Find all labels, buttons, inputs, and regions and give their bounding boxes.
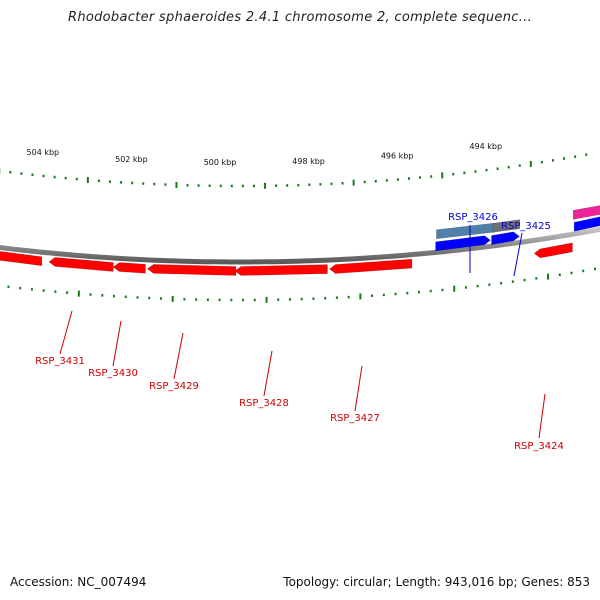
gene-label: RSP_3426 (448, 212, 498, 223)
gene-label: RSP_3431 (35, 356, 85, 367)
gene-arrow-rsp-3424 (533, 242, 573, 259)
map-title: Rhodobacter sphaeroides 2.4.1 chromosome… (67, 10, 533, 25)
gene-arrow-edge (0, 251, 43, 267)
outer-tick-row (0, 153, 588, 189)
gene-label: RSP_3429 (149, 381, 199, 392)
gene-leader-line (513, 232, 523, 277)
feature-rsp-3425 (492, 219, 521, 233)
accession-text: Accession: NC_007494 (10, 575, 147, 589)
gene-label: RSP_3427 (330, 413, 380, 424)
scale-label: 494 kbp (469, 142, 502, 151)
gene-arrow-pink (572, 205, 600, 220)
feature-rsp-3426 (436, 222, 496, 240)
scale-label: 498 kbp (292, 157, 325, 166)
genome-summary-text: Topology: circular; Length: 943,016 bp; … (283, 575, 590, 589)
gene-leader-line (112, 320, 122, 367)
gene-leader-line (173, 332, 184, 380)
gene-arrow-rsp-3425 (491, 231, 520, 245)
gene-label: RSP_3425 (501, 221, 551, 232)
inner-tick-row (7, 267, 596, 303)
scale-label: 504 kbp (27, 148, 60, 157)
gene-arrow-rsp-3431 (48, 257, 114, 272)
scale-label: 496 kbp (381, 152, 414, 161)
gene-leader-line (59, 310, 73, 355)
gene-arrow-rsp-3427 (328, 258, 413, 274)
genome-backbone (0, 226, 600, 265)
gene-arrow-rsp-3429 (146, 264, 237, 276)
gene-label: RSP_3430 (88, 368, 138, 379)
gene-leader-line (263, 350, 273, 397)
gene-leader-line (538, 393, 546, 439)
gene-arrow-rsp-3430 (112, 262, 146, 274)
scale-label: 500 kbp (204, 158, 237, 167)
gene-label: RSP_3424 (514, 441, 564, 452)
gene-leader-line (354, 365, 363, 412)
gene-label: RSP_3428 (239, 398, 289, 409)
gene-arrow-rsp-3428 (234, 264, 328, 276)
scale-label: 502 kbp (115, 155, 148, 164)
gene-arrow-blue-edge (573, 216, 600, 232)
gene-arrow-rsp-3426 (435, 235, 491, 252)
